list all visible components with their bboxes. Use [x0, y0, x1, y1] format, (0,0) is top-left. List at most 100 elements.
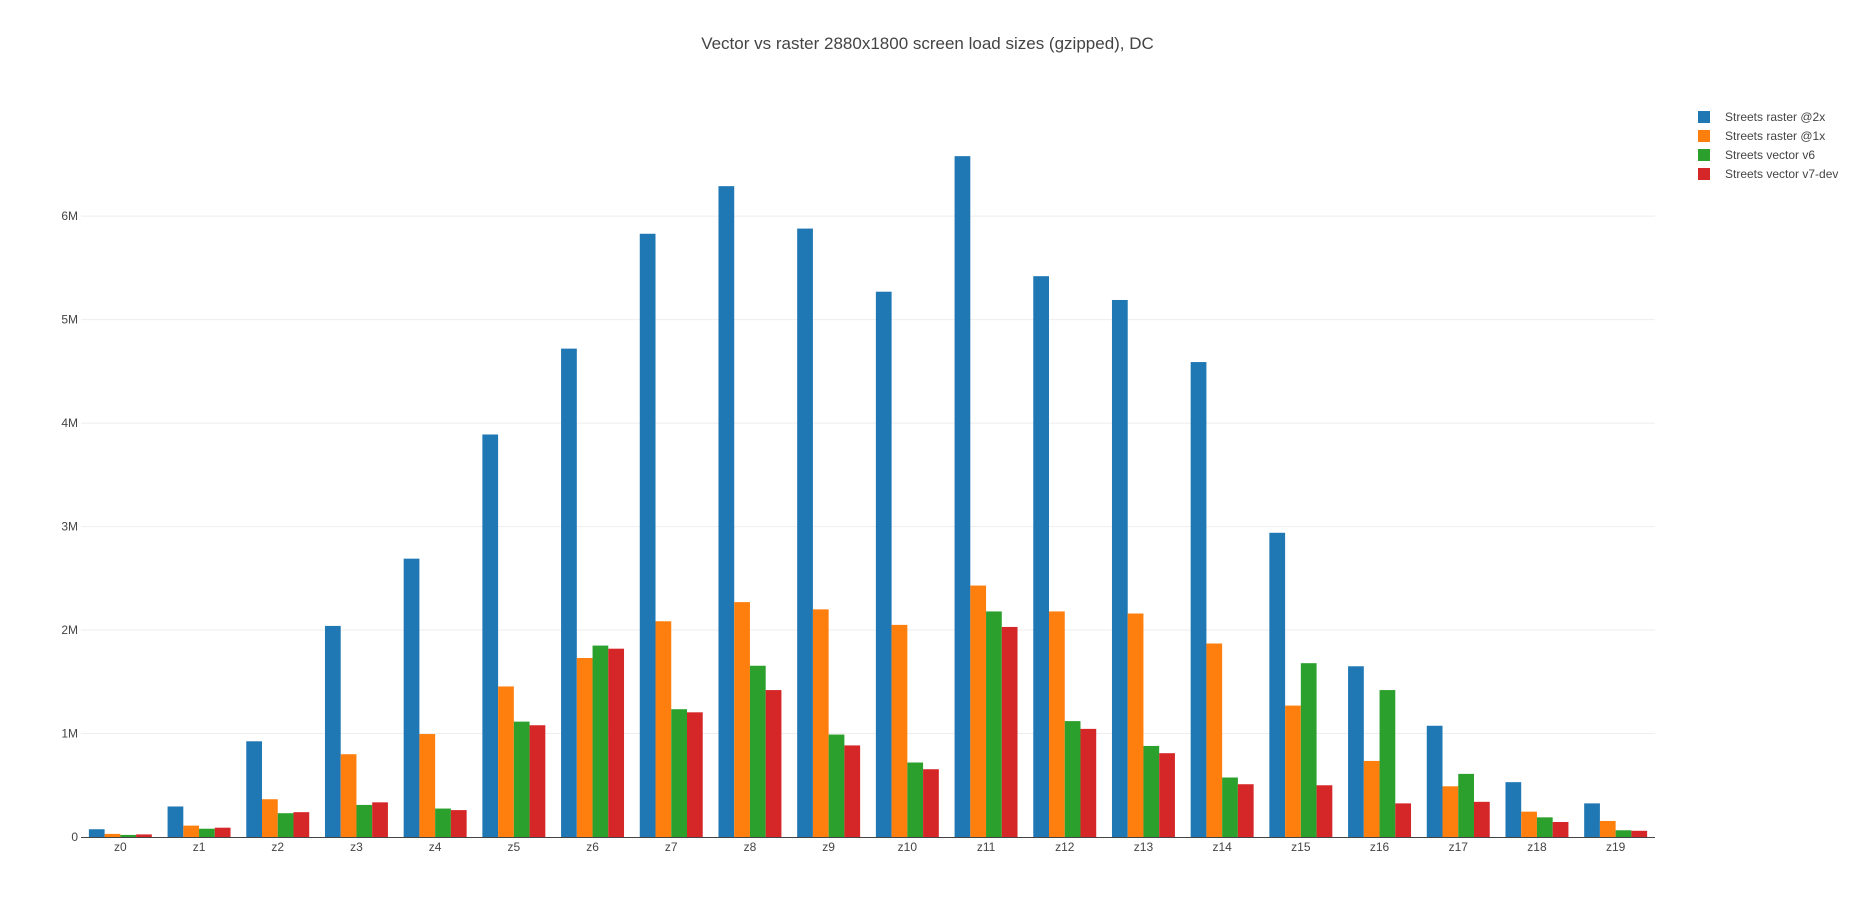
- bar[interactable]: [718, 186, 735, 837]
- bar[interactable]: [1631, 830, 1648, 837]
- bar[interactable]: [844, 745, 861, 837]
- bar[interactable]: [1552, 821, 1569, 837]
- bar[interactable]: [1269, 532, 1286, 837]
- legend-item-vector-v7-dev[interactable]: Streets vector v7-dev: [1698, 164, 1838, 183]
- bar[interactable]: [1064, 721, 1081, 837]
- bar[interactable]: [686, 712, 703, 837]
- bars: [88, 156, 1648, 838]
- bar[interactable]: [356, 804, 373, 837]
- x-tick-label: z1: [193, 840, 206, 854]
- bar[interactable]: [214, 827, 231, 837]
- bar[interactable]: [88, 829, 105, 837]
- bar[interactable]: [954, 156, 971, 837]
- bar[interactable]: [183, 825, 200, 837]
- bar[interactable]: [262, 799, 278, 837]
- y-tick-label: 0: [71, 830, 78, 844]
- bar[interactable]: [671, 709, 687, 837]
- bar[interactable]: [1316, 785, 1333, 837]
- x-tick-label: z19: [1606, 840, 1626, 854]
- legend[interactable]: Streets raster @2x Streets raster @1x St…: [1698, 107, 1838, 183]
- bar[interactable]: [199, 828, 215, 837]
- bar[interactable]: [1599, 820, 1616, 837]
- bar[interactable]: [655, 621, 672, 837]
- bar[interactable]: [513, 721, 530, 837]
- bar[interactable]: [639, 233, 656, 837]
- bar[interactable]: [340, 754, 357, 837]
- bar[interactable]: [986, 611, 1002, 837]
- bar[interactable]: [1143, 745, 1160, 837]
- bar[interactable]: [1615, 830, 1632, 837]
- bar[interactable]: [875, 291, 892, 837]
- bar[interactable]: [1458, 773, 1474, 837]
- bar[interactable]: [1033, 276, 1050, 837]
- bar[interactable]: [592, 645, 609, 837]
- bar[interactable]: [136, 834, 152, 837]
- bar[interactable]: [120, 834, 137, 837]
- bar[interactable]: [167, 806, 184, 837]
- bar[interactable]: [1395, 803, 1412, 837]
- bar[interactable]: [1584, 803, 1600, 837]
- bar[interactable]: [1300, 663, 1317, 837]
- y-tick-label: 2M: [61, 623, 78, 637]
- bar[interactable]: [435, 808, 451, 837]
- x-tick-label: z4: [429, 840, 442, 854]
- bar[interactable]: [1379, 690, 1396, 837]
- bar[interactable]: [403, 558, 420, 837]
- bar[interactable]: [797, 228, 813, 838]
- bar[interactable]: [498, 686, 514, 837]
- bar[interactable]: [1159, 753, 1175, 837]
- bar[interactable]: [246, 741, 263, 837]
- bar[interactable]: [529, 725, 546, 837]
- bar[interactable]: [324, 625, 341, 837]
- y-tick-label: 6M: [61, 209, 78, 223]
- bar[interactable]: [1363, 760, 1380, 837]
- legend-item-raster-1x[interactable]: Streets raster @1x: [1698, 126, 1838, 145]
- chart-title: Vector vs raster 2880x1800 screen load s…: [701, 34, 1154, 53]
- bar[interactable]: [970, 585, 987, 837]
- legend-label-vector-v7-dev: Streets vector v7-dev: [1725, 166, 1839, 181]
- bar[interactable]: [1473, 801, 1490, 837]
- bar[interactable]: [1127, 613, 1144, 838]
- bar[interactable]: [372, 802, 388, 837]
- bar[interactable]: [576, 657, 593, 837]
- bar[interactable]: [277, 813, 294, 837]
- x-tick-label: z11: [977, 840, 996, 854]
- bar[interactable]: [923, 769, 939, 837]
- bar[interactable]: [1001, 626, 1018, 837]
- x-tick-label: z10: [898, 840, 918, 854]
- x-tick-label: z7: [665, 840, 678, 854]
- bar[interactable]: [608, 648, 625, 837]
- bar[interactable]: [1536, 817, 1553, 837]
- bar[interactable]: [1222, 777, 1238, 837]
- legend-item-vector-v6[interactable]: Streets vector v6: [1698, 145, 1838, 164]
- bar[interactable]: [1285, 705, 1301, 837]
- bar[interactable]: [1080, 728, 1097, 837]
- x-tick-label: z5: [508, 840, 521, 854]
- bar[interactable]: [1348, 666, 1364, 837]
- bar[interactable]: [450, 810, 467, 837]
- bar[interactable]: [765, 690, 782, 837]
- bar[interactable]: [1442, 786, 1459, 837]
- legend-item-raster-2x[interactable]: Streets raster @2x: [1698, 107, 1838, 126]
- bar[interactable]: [734, 602, 750, 837]
- bar[interactable]: [907, 762, 924, 838]
- bar[interactable]: [561, 348, 577, 837]
- bar[interactable]: [1505, 782, 1522, 837]
- bar[interactable]: [812, 609, 829, 837]
- x-axis-ticks: z0 z1 z2 z3 z4 z5 z6 z7 z8 z9 z10 z11 z12 z13 z14 z15 z1…: [114, 840, 1626, 854]
- bar[interactable]: [1206, 643, 1223, 837]
- legend-label-raster-2x: Streets raster @2x: [1725, 109, 1826, 124]
- bar[interactable]: [419, 734, 436, 837]
- bar[interactable]: [1237, 784, 1254, 837]
- bar[interactable]: [828, 734, 845, 837]
- bar[interactable]: [293, 812, 310, 837]
- bar[interactable]: [1521, 811, 1537, 837]
- bar[interactable]: [482, 434, 499, 837]
- bar[interactable]: [104, 833, 121, 837]
- bar[interactable]: [1111, 299, 1128, 838]
- bar[interactable]: [1049, 611, 1065, 837]
- bar[interactable]: [891, 624, 908, 837]
- bar[interactable]: [749, 665, 766, 837]
- bar[interactable]: [1190, 362, 1207, 837]
- bar[interactable]: [1426, 725, 1443, 837]
